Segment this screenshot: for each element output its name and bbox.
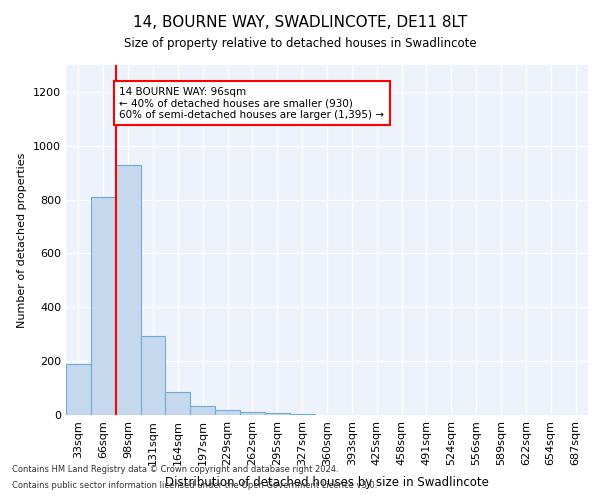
Bar (190, 406, 215, 415)
Bar (240, 412, 265, 415)
Text: 14 BOURNE WAY: 96sqm
← 40% of detached houses are smaller (930)
60% of semi-deta: 14 BOURNE WAY: 96sqm ← 40% of detached h… (119, 86, 385, 120)
Bar (215, 410, 240, 415)
Bar (116, 164, 140, 415)
Text: Contains public sector information licensed under the Open Government Licence v3: Contains public sector information licen… (12, 480, 377, 490)
Bar (166, 392, 190, 415)
Bar (290, 414, 314, 415)
Text: Size of property relative to detached houses in Swadlincote: Size of property relative to detached ho… (124, 38, 476, 51)
Bar (66, 364, 91, 415)
X-axis label: Distribution of detached houses by size in Swadlincote: Distribution of detached houses by size … (165, 476, 489, 489)
Bar (140, 336, 166, 415)
Bar (91, 197, 116, 415)
Text: Contains HM Land Registry data © Crown copyright and database right 2024.: Contains HM Land Registry data © Crown c… (12, 466, 338, 474)
Y-axis label: Number of detached properties: Number of detached properties (17, 152, 28, 328)
Text: 14, BOURNE WAY, SWADLINCOTE, DE11 8LT: 14, BOURNE WAY, SWADLINCOTE, DE11 8LT (133, 15, 467, 30)
Bar (265, 413, 290, 415)
